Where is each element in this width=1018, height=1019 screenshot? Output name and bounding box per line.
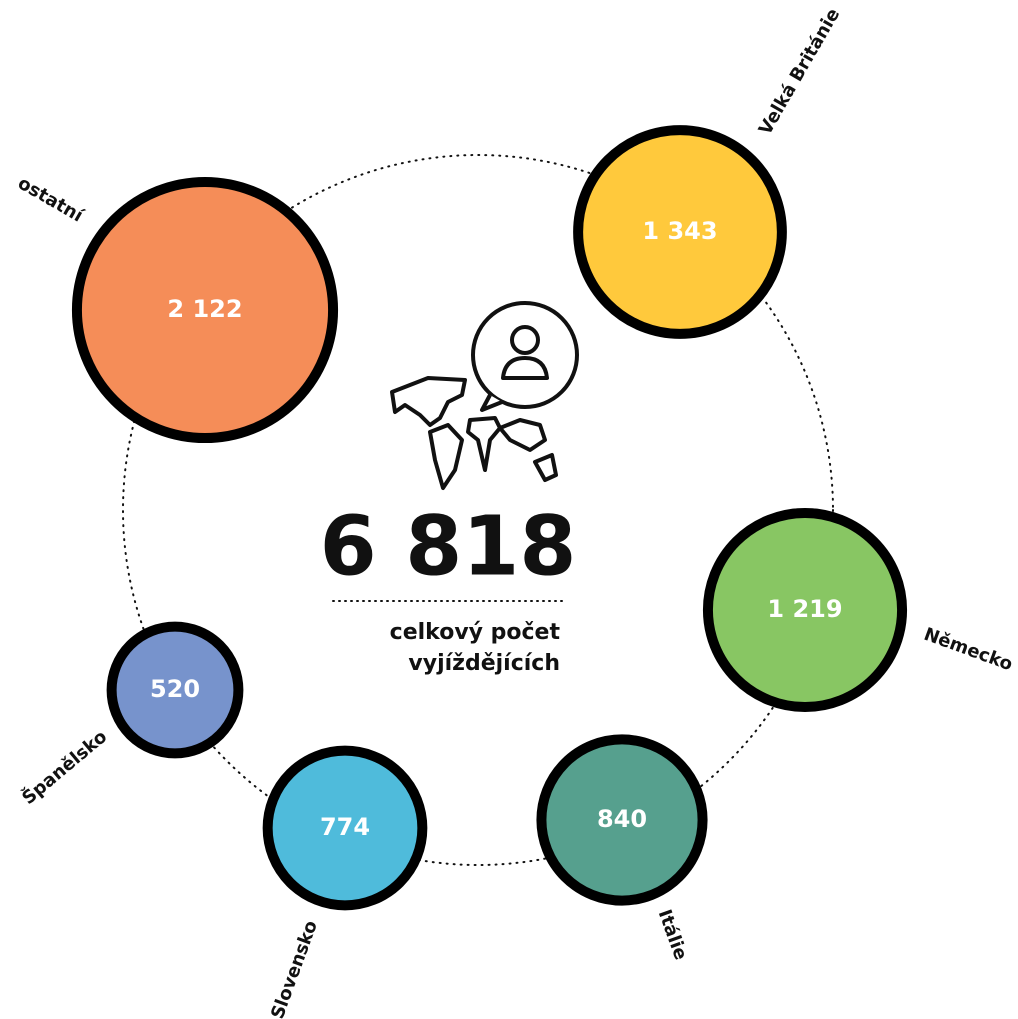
value-label: 520 bbox=[150, 675, 200, 703]
category-label: Španělsko bbox=[18, 725, 112, 809]
value-label: 2 122 bbox=[167, 295, 242, 323]
total-value: 6 818 bbox=[320, 499, 577, 594]
value-label: 774 bbox=[320, 813, 370, 841]
bubble bbox=[702, 507, 908, 713]
category-label: Itálie bbox=[654, 907, 692, 963]
category-label: Německo bbox=[921, 624, 1015, 675]
ring bbox=[122, 154, 834, 866]
category-label: Velká Británie bbox=[755, 5, 844, 139]
value-label: 1 343 bbox=[642, 217, 717, 245]
category-label: Slovensko bbox=[267, 918, 322, 1019]
bubble bbox=[536, 734, 708, 906]
bubble bbox=[106, 621, 244, 759]
total-caption: celkový počet bbox=[390, 620, 561, 645]
bubble bbox=[262, 745, 428, 911]
category-label: ostatní bbox=[14, 173, 87, 227]
value-label: 840 bbox=[597, 805, 647, 833]
total-caption: vyjíždějících bbox=[408, 651, 560, 676]
world-icon bbox=[390, 301, 579, 490]
bubble bbox=[71, 176, 339, 444]
bubble bbox=[573, 125, 787, 339]
value-label: 1 219 bbox=[767, 595, 842, 623]
